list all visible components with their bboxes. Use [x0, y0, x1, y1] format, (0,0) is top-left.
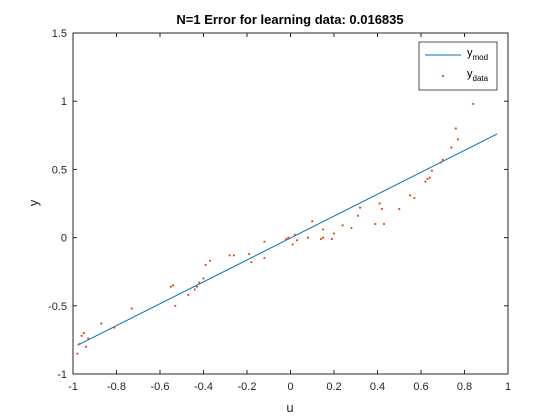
x-tick-label: 0.2 [326, 381, 341, 393]
data-point [428, 176, 431, 179]
x-tick-label: 1 [505, 381, 511, 393]
data-point [341, 224, 344, 227]
data-point [426, 177, 429, 181]
x-tick-label: -0.6 [151, 381, 170, 393]
data-point [472, 102, 475, 106]
legend-label-y-mod-main: y [467, 47, 473, 59]
data-point [248, 252, 251, 256]
data-point [263, 240, 266, 243]
data-point [232, 254, 236, 257]
y-tick-label: 0.5 [52, 164, 67, 176]
x-tick-label: 0.8 [457, 381, 472, 393]
data-point [441, 158, 444, 161]
y-tick-label: -1 [57, 369, 67, 381]
data-point [378, 202, 381, 205]
data-point [78, 342, 81, 346]
data-point [424, 180, 427, 183]
data-point [398, 207, 401, 211]
data-point [100, 322, 103, 325]
data-point [359, 206, 362, 209]
legend-label-y-data-sub: data [473, 74, 489, 83]
x-tick-label: 0.6 [413, 381, 428, 393]
data-point [193, 288, 196, 291]
data-point [350, 226, 353, 230]
data-point [198, 281, 201, 284]
data-point [204, 263, 207, 266]
data-point [80, 334, 83, 337]
x-tick-label: -1 [68, 381, 78, 393]
legend-marker-y-data [441, 74, 445, 78]
data-point [76, 352, 79, 355]
y-axis-label: y [26, 199, 41, 206]
data-point [293, 233, 296, 236]
data-point [374, 222, 377, 226]
legend: ymod ydata [418, 41, 498, 91]
data-point [430, 169, 433, 172]
data-point [171, 284, 175, 287]
x-tick-label: -0.2 [238, 381, 257, 393]
data-point [130, 307, 133, 310]
chart-title: N=1 Error for learning data: 0.016835 [176, 12, 403, 27]
data-point [208, 259, 212, 262]
data-point [250, 261, 253, 264]
legend-label-y-mod: ymod [467, 47, 488, 62]
data-point [409, 194, 412, 197]
y-tick-label: -0.5 [48, 301, 67, 313]
data-point [413, 196, 416, 200]
data-point [169, 285, 172, 288]
data-point [380, 207, 383, 211]
y-axis: -1 -0.5 0 0.5 1 1.5 [48, 28, 508, 381]
data-point [295, 239, 299, 242]
data-point [82, 331, 85, 335]
x-tick-label: 0.4 [370, 381, 385, 393]
legend-label-y-data: ydata [467, 68, 489, 83]
data-point [319, 237, 323, 241]
data-point [382, 222, 386, 226]
data-point [195, 285, 199, 288]
data-point [291, 243, 294, 246]
x-tick-label: -0.8 [107, 381, 126, 393]
data-point [330, 237, 333, 241]
data-point [322, 228, 325, 231]
x-tick-label: 0 [287, 381, 293, 393]
series-line-y-mod [77, 133, 498, 346]
data-point [174, 304, 177, 307]
y-tick-label: 0 [61, 233, 67, 245]
data-point [113, 326, 116, 329]
data-point [84, 345, 88, 348]
data-point [285, 237, 288, 241]
data-point [450, 146, 453, 149]
y-tick-label: 1 [61, 96, 67, 108]
data-point [228, 254, 231, 257]
data-point [356, 214, 360, 217]
data-point [287, 236, 290, 239]
data-point [87, 337, 90, 340]
data-point [311, 220, 314, 223]
data-point [322, 236, 325, 239]
x-axis-label: u [286, 400, 293, 415]
data-point [454, 127, 457, 130]
data-point [202, 277, 205, 280]
x-tick-label: -0.4 [194, 381, 213, 393]
y-tick-label: 1.5 [52, 28, 67, 40]
legend-label-y-data-main: y [467, 68, 473, 80]
legend-box [418, 41, 498, 91]
data-point [263, 256, 266, 260]
data-point [332, 232, 336, 235]
data-point [439, 161, 442, 164]
legend-label-y-mod-sub: mod [473, 53, 489, 62]
data-point [456, 138, 460, 141]
x-axis: -1 -0.8 -0.6 -0.4 -0.2 0 0.2 0.4 0.6 0.8 1 [68, 33, 511, 393]
data-point [187, 293, 190, 296]
data-point [306, 236, 309, 239]
data-layer [76, 102, 498, 355]
